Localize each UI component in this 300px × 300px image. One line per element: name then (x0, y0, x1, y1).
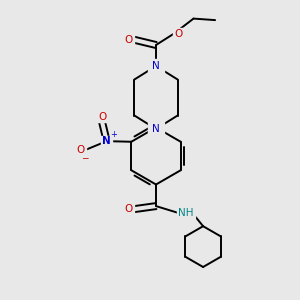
Bar (74, 144, 86, 155)
Text: O: O (76, 145, 84, 154)
Bar (122, 34, 134, 45)
Bar (101, 136, 112, 147)
Text: O: O (124, 204, 133, 214)
Text: N: N (152, 124, 160, 134)
Bar (96, 111, 108, 122)
Text: N: N (102, 136, 111, 146)
Bar (177, 207, 195, 218)
Text: O: O (175, 28, 183, 39)
Text: O: O (98, 112, 106, 122)
Bar (148, 122, 164, 136)
Text: NH: NH (178, 208, 194, 218)
Bar (148, 59, 164, 73)
Bar (173, 28, 185, 39)
Text: −: − (81, 154, 88, 163)
Text: O: O (124, 34, 132, 45)
Text: +: + (110, 130, 117, 139)
Bar (122, 204, 134, 214)
Text: N: N (152, 61, 160, 71)
